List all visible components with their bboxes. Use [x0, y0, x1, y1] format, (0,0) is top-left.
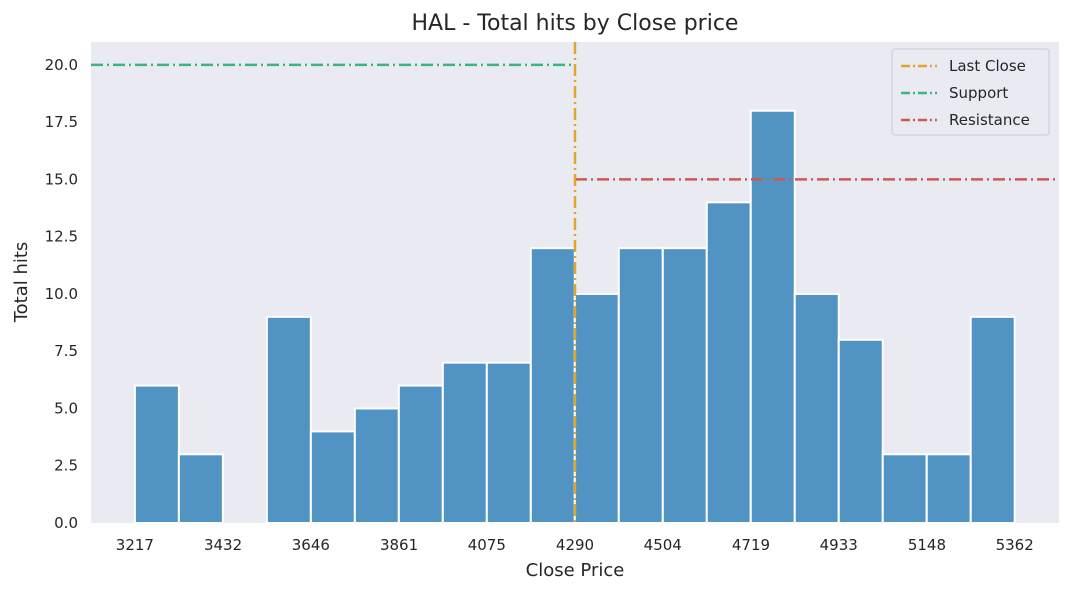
- x-tick-label: 4075: [468, 536, 506, 554]
- y-tick-label: 20.0: [45, 56, 78, 74]
- x-tick-label: 3646: [292, 536, 330, 554]
- legend: Last Close Support Resistance: [891, 48, 1050, 136]
- histogram-bar: [529, 247, 576, 524]
- histogram-bar: [837, 338, 884, 524]
- histogram-bar: [925, 453, 972, 524]
- x-tick-label: 3432: [204, 536, 242, 554]
- x-tick-label: 3861: [380, 536, 418, 554]
- histogram-bar: [309, 430, 356, 524]
- y-tick-label: 0.0: [54, 514, 78, 532]
- y-tick-label: 15.0: [45, 170, 78, 188]
- histogram-bar: [397, 384, 444, 525]
- histogram-bar: [573, 292, 620, 525]
- x-axis-ticks: 3217 3432 3646 3861 4075 4290 4504 4719 4933 5148…: [116, 536, 1034, 554]
- y-tick-label: 17.5: [45, 113, 78, 131]
- y-axis-label: Total hits: [11, 242, 32, 324]
- chart-title: HAL - Total hits by Close price: [412, 11, 739, 36]
- reference-lines: [91, 42, 1059, 523]
- histogram-bar: [969, 315, 1016, 524]
- x-tick-label: 4504: [644, 536, 682, 554]
- legend-label: Last Close: [949, 57, 1026, 75]
- histogram-bar: [705, 201, 752, 524]
- histogram-bar: [749, 109, 796, 524]
- x-axis-label: Close Price: [526, 560, 625, 581]
- histogram-bar: [177, 453, 224, 524]
- histogram-bar: [265, 315, 312, 524]
- x-tick-label: 4719: [732, 536, 770, 554]
- histogram-bar: [617, 247, 664, 524]
- histogram-bar: [133, 384, 180, 525]
- histogram-bar: [353, 407, 400, 525]
- y-tick-label: 5.0: [54, 399, 78, 417]
- y-tick-label: 10.0: [45, 285, 78, 303]
- y-tick-label: 12.5: [45, 228, 78, 246]
- histogram-bar: [441, 361, 488, 524]
- histogram-bar: [661, 247, 708, 524]
- y-tick-label: 7.5: [54, 342, 78, 360]
- x-tick-label: 4933: [820, 536, 858, 554]
- y-axis-ticks: 0.0 2.5 5.0 7.5 10.0 12.5 15.0 17.5 20.0: [45, 56, 78, 532]
- x-tick-label: 4290: [556, 536, 594, 554]
- histogram-bar: [881, 453, 928, 524]
- legend-label: Resistance: [949, 111, 1030, 129]
- bars-group: [133, 109, 1016, 525]
- histogram-bar: [793, 292, 840, 525]
- x-tick-label: 5362: [996, 536, 1034, 554]
- x-tick-label: 5148: [908, 536, 946, 554]
- histogram-bar: [485, 361, 532, 524]
- y-tick-label: 2.5: [54, 457, 78, 475]
- legend-label: Support: [949, 84, 1008, 102]
- legend-box: [891, 48, 1050, 136]
- x-tick-label: 3217: [116, 536, 154, 554]
